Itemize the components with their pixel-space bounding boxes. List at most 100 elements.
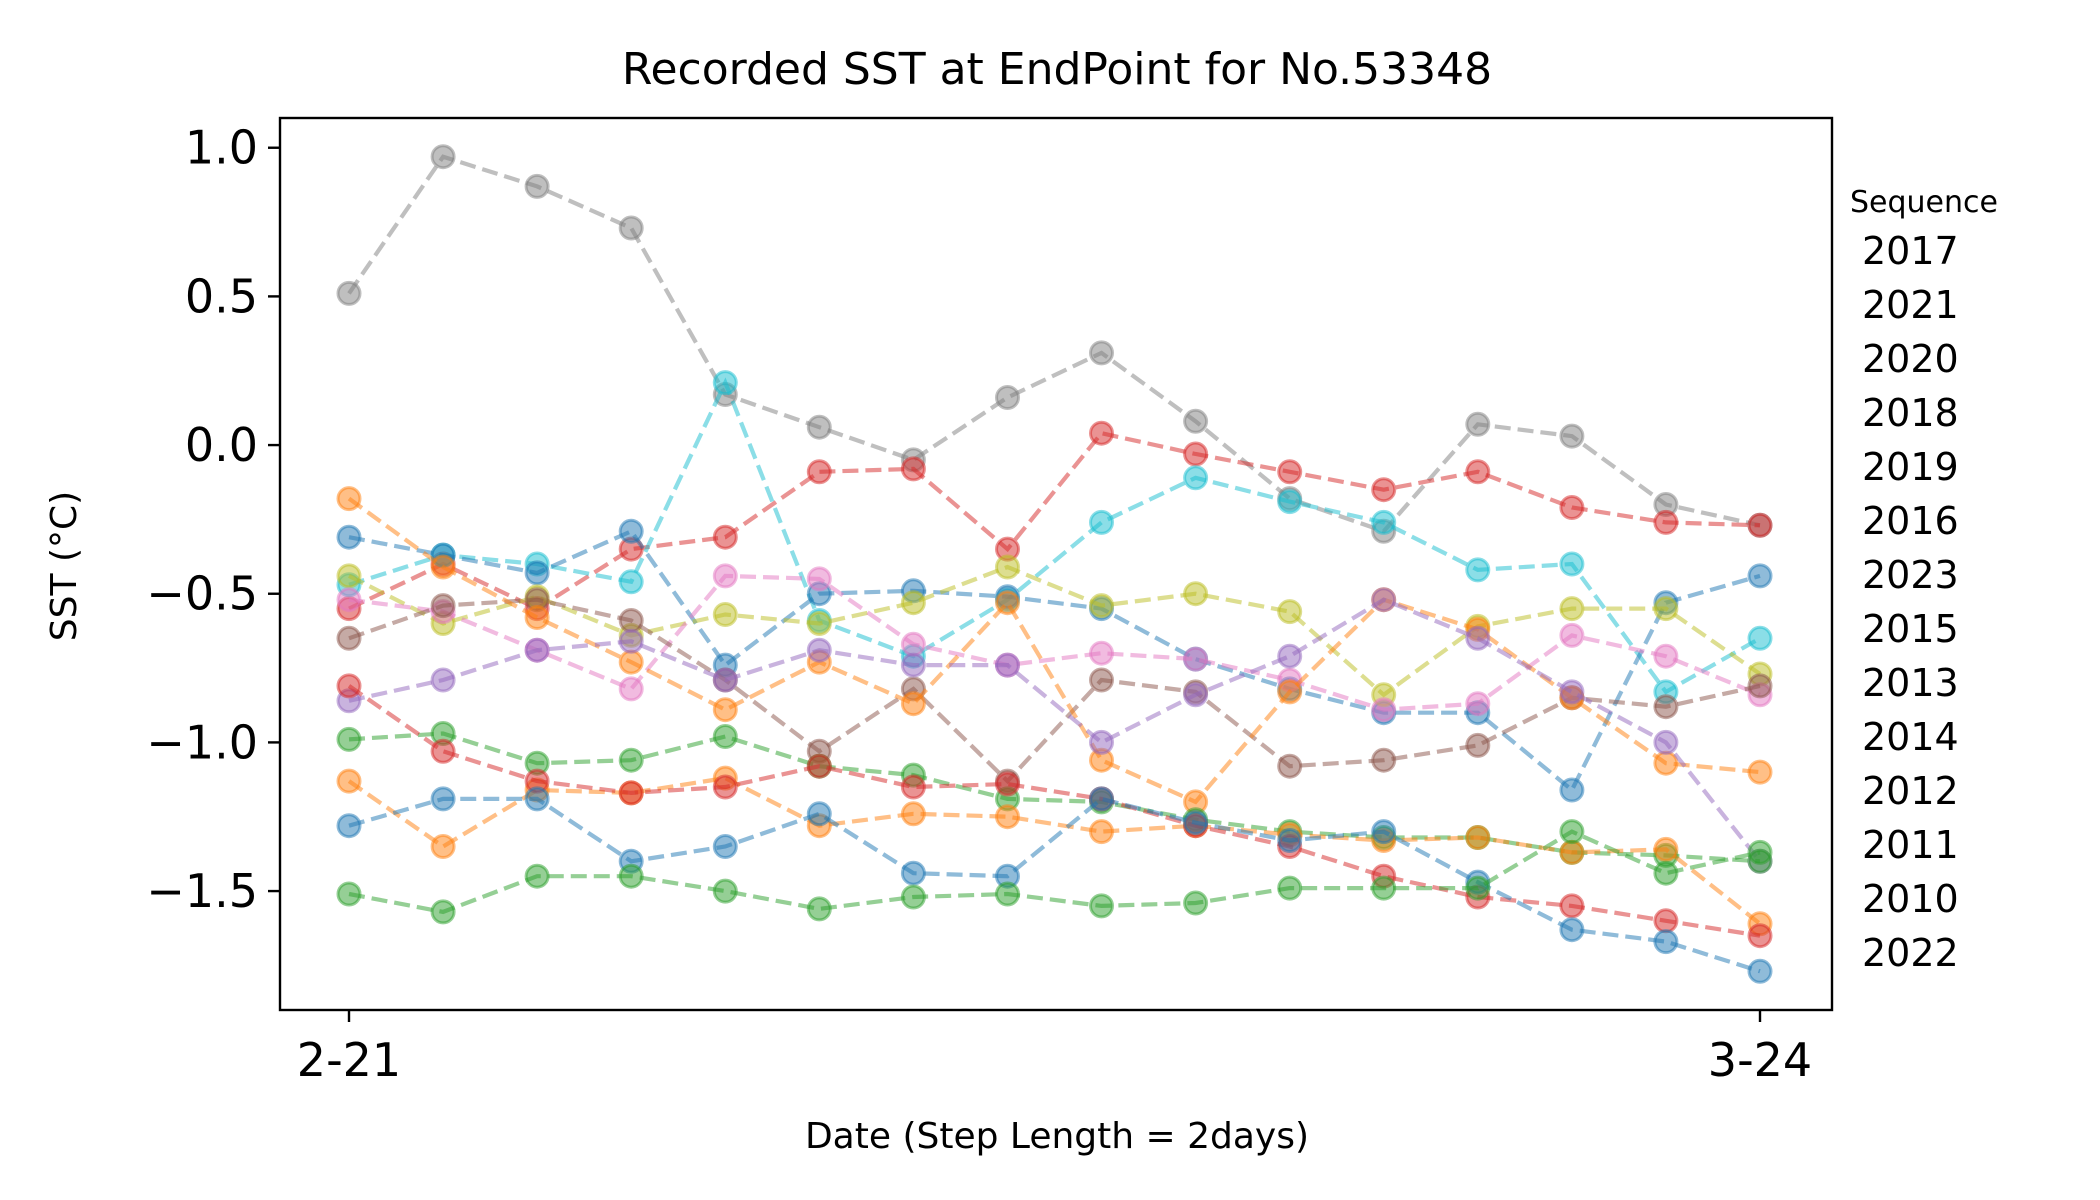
data-point-2022-10 — [1277, 875, 1303, 901]
data-point-2016-14 — [1653, 643, 1679, 669]
series-2017 — [336, 144, 1773, 544]
data-point-2019-4 — [712, 602, 738, 627]
legend-entry-2010: 2010 — [1862, 877, 1959, 921]
data-point-2017-13 — [1559, 423, 1585, 449]
data-point-2012-7 — [995, 804, 1020, 830]
data-point-2012-0 — [336, 768, 362, 794]
data-point-2016-12 — [1465, 691, 1491, 717]
data-point-2011-13 — [1559, 893, 1585, 919]
legend-entry-2023: 2023 — [1862, 553, 1959, 597]
legend-entry-2021: 2021 — [1862, 283, 1959, 327]
data-point-2023-8 — [1089, 667, 1114, 693]
data-point-2015-0 — [336, 486, 362, 512]
data-point-2015-4 — [712, 697, 738, 723]
data-point-2019-14 — [1653, 596, 1679, 622]
data-point-2013-9 — [1183, 682, 1209, 708]
data-point-2013-12 — [1465, 625, 1491, 651]
data-point-2016-3 — [618, 676, 644, 702]
data-point-2022-13 — [1559, 819, 1585, 845]
series-line-2013 — [348, 597, 1762, 863]
data-point-2010-10 — [1277, 828, 1303, 853]
y-tick-label: −1.0 — [146, 715, 258, 769]
data-point-2015-15 — [1747, 759, 1773, 785]
data-point-2023-15 — [1747, 673, 1773, 699]
series-layer — [336, 144, 1773, 984]
data-point-2019-8 — [1089, 593, 1114, 619]
series-line-2010 — [348, 796, 1761, 974]
data-point-2020-3 — [618, 569, 644, 595]
legend-title: Sequence — [1850, 185, 1998, 220]
data-point-2016-8 — [1089, 640, 1114, 666]
legend-entry-2016: 2016 — [1862, 499, 1959, 543]
data-point-2021-15 — [1747, 512, 1773, 538]
data-point-2023-1 — [430, 593, 456, 619]
data-point-2020-11 — [1371, 509, 1397, 535]
data-point-2015-3 — [618, 649, 644, 675]
data-point-2013-2 — [524, 637, 550, 663]
data-point-2022-15 — [1747, 839, 1773, 865]
x-axis-label: Date (Step Length = 2days) — [805, 1116, 1309, 1157]
data-point-2021-6 — [900, 456, 926, 482]
data-point-2010-1 — [430, 786, 456, 812]
data-point-2022-8 — [1089, 893, 1114, 919]
data-point-2023-12 — [1465, 732, 1491, 758]
data-point-2013-3 — [618, 628, 644, 654]
legend-entry-2014: 2014 — [1862, 715, 1959, 759]
x-tick-label: 2-21 — [297, 1033, 401, 1087]
data-point-2017-3 — [618, 215, 644, 241]
data-point-2012-14 — [1653, 836, 1679, 862]
series-line-2022 — [348, 829, 1761, 915]
data-point-2019-6 — [900, 590, 926, 616]
data-point-2023-3 — [618, 608, 644, 633]
data-point-2016-0 — [336, 587, 362, 613]
data-point-2018-0 — [336, 524, 362, 550]
data-point-2010-11 — [1371, 819, 1397, 845]
data-point-2013-4 — [712, 667, 738, 693]
data-point-2011-6 — [900, 774, 926, 800]
data-point-2022-14 — [1653, 860, 1679, 886]
data-point-2020-9 — [1183, 465, 1209, 491]
data-point-2020-15 — [1747, 625, 1773, 651]
legend-entry-2013: 2013 — [1862, 661, 1959, 705]
data-point-2015-6 — [900, 691, 926, 717]
data-point-2020-8 — [1089, 509, 1114, 535]
data-point-2014-4 — [712, 724, 738, 749]
series-2013 — [336, 587, 1773, 874]
data-point-2020-13 — [1559, 551, 1585, 577]
data-point-2022-12 — [1465, 875, 1491, 901]
series-line-2016 — [348, 573, 1761, 712]
data-point-2022-1 — [430, 899, 456, 925]
series-line-2021 — [348, 430, 1761, 611]
y-axis-label: SST (°C) — [44, 491, 85, 641]
axes-layer: 1.0 0.5 0.0 −0.5 −1.0 −1.5 2-21 3-24 — [146, 116, 1834, 1087]
series-line-2023 — [348, 597, 1761, 785]
data-point-2013-11 — [1371, 587, 1397, 613]
data-point-2011-5 — [806, 753, 832, 779]
legend-entry-2022: 2022 — [1862, 931, 1959, 975]
series-2021 — [336, 420, 1773, 622]
series-line-2020 — [348, 377, 1762, 695]
data-point-2010-4 — [712, 834, 738, 859]
data-point-2022-7 — [995, 881, 1020, 907]
data-point-2019-5 — [806, 611, 832, 636]
data-point-2011-0 — [336, 673, 362, 699]
data-point-2013-5 — [806, 637, 832, 663]
series-line-2012 — [347, 775, 1762, 926]
data-point-2022-9 — [1183, 890, 1209, 916]
data-point-2023-11 — [1371, 747, 1397, 773]
y-tick-label: −0.5 — [146, 567, 258, 621]
series-2014 — [336, 721, 1773, 874]
y-tick-label: −1.5 — [146, 864, 258, 918]
data-point-2014-0 — [336, 726, 362, 752]
data-point-2019-9 — [1183, 581, 1209, 607]
data-point-2020-12 — [1465, 557, 1491, 583]
data-point-2017-12 — [1465, 411, 1491, 437]
series-2019 — [336, 554, 1773, 708]
data-point-2012-8 — [1089, 819, 1114, 845]
data-point-2012-12 — [1465, 825, 1491, 850]
data-point-2013-13 — [1559, 679, 1585, 705]
data-point-2012-13 — [1559, 839, 1585, 865]
data-point-2021-8 — [1089, 420, 1114, 446]
data-point-2023-10 — [1277, 753, 1303, 779]
